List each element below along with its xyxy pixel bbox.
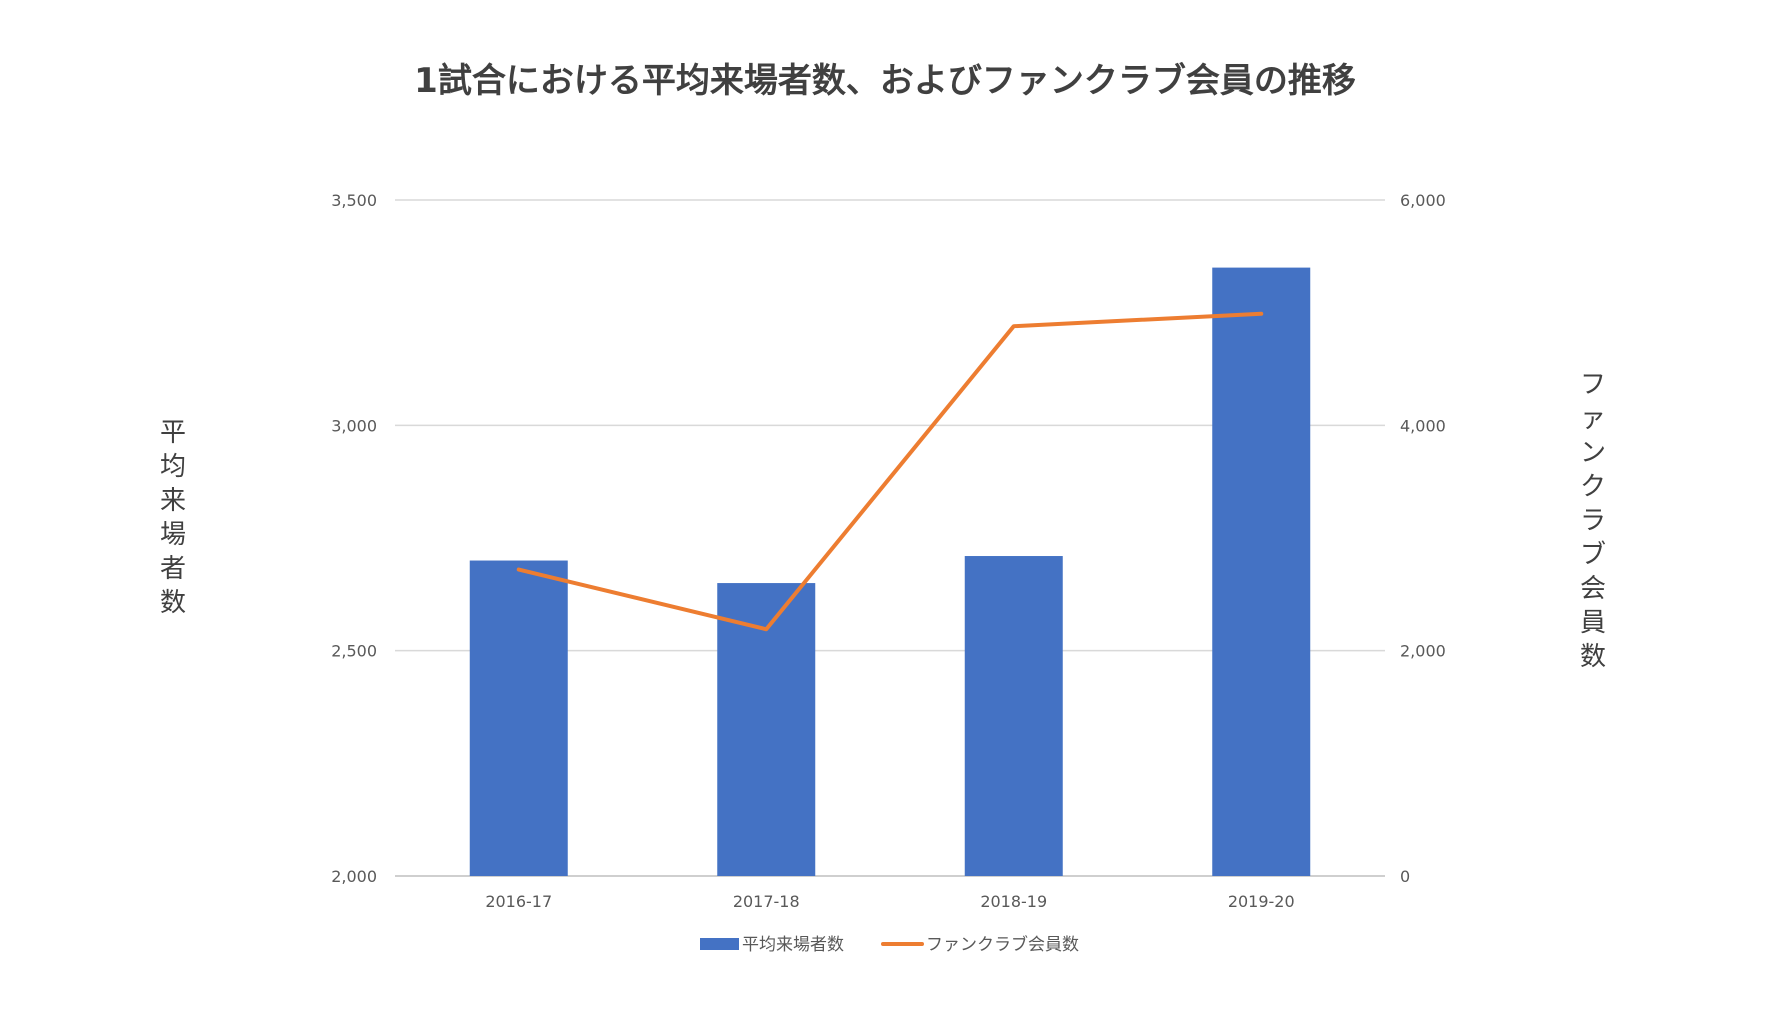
bar-2016-17 xyxy=(469,560,568,876)
y-right-tick-label: 4,000 xyxy=(1400,416,1446,435)
y-axis-right-title: ファンクラブ会員数 xyxy=(1580,370,1606,672)
left-axis-ticks: 2,000 2,500 3,000 3,500 xyxy=(331,191,377,886)
bar-2017-18 xyxy=(717,583,816,876)
y-left-tick-label: 2,000 xyxy=(331,867,377,886)
x-tick-label: 2017-18 xyxy=(733,892,800,911)
legend-label-attendance: 平均来場者数 xyxy=(742,935,844,955)
fanclub-line xyxy=(516,311,1264,632)
line-series xyxy=(516,311,1264,632)
y-left-tick-label: 2,500 xyxy=(331,642,377,661)
bar-2019-20 xyxy=(1212,267,1311,877)
right-axis-ticks: 0 2,000 4,000 6,000 xyxy=(1400,191,1446,886)
y-left-tick-label: 3,000 xyxy=(331,416,377,435)
legend: 平均来場者数 ファンクラブ会員数 xyxy=(700,934,1079,955)
x-tick-label: 2016-17 xyxy=(485,892,552,911)
legend-label-fanclub: ファンクラブ会員数 xyxy=(926,934,1079,955)
x-tick-label: 2018-19 xyxy=(980,892,1047,911)
x-tick-label: 2019-20 xyxy=(1228,892,1295,911)
bar-2018-19 xyxy=(964,556,1063,876)
x-axis-ticks: 2016-17 2017-18 2018-19 2019-20 xyxy=(485,892,1294,911)
y-right-tick-label: 0 xyxy=(1400,867,1410,886)
y-left-tick-label: 3,500 xyxy=(331,191,377,210)
legend-bar-swatch xyxy=(700,938,739,950)
y-right-tick-label: 6,000 xyxy=(1400,191,1446,210)
chart-title: 1試合における平均来場者数、およびファンクラブ会員の推移 xyxy=(414,61,1356,101)
bar-series xyxy=(469,267,1311,877)
y-right-tick-label: 2,000 xyxy=(1400,642,1446,661)
y-axis-left-title: 平均来場者数 xyxy=(160,418,186,618)
